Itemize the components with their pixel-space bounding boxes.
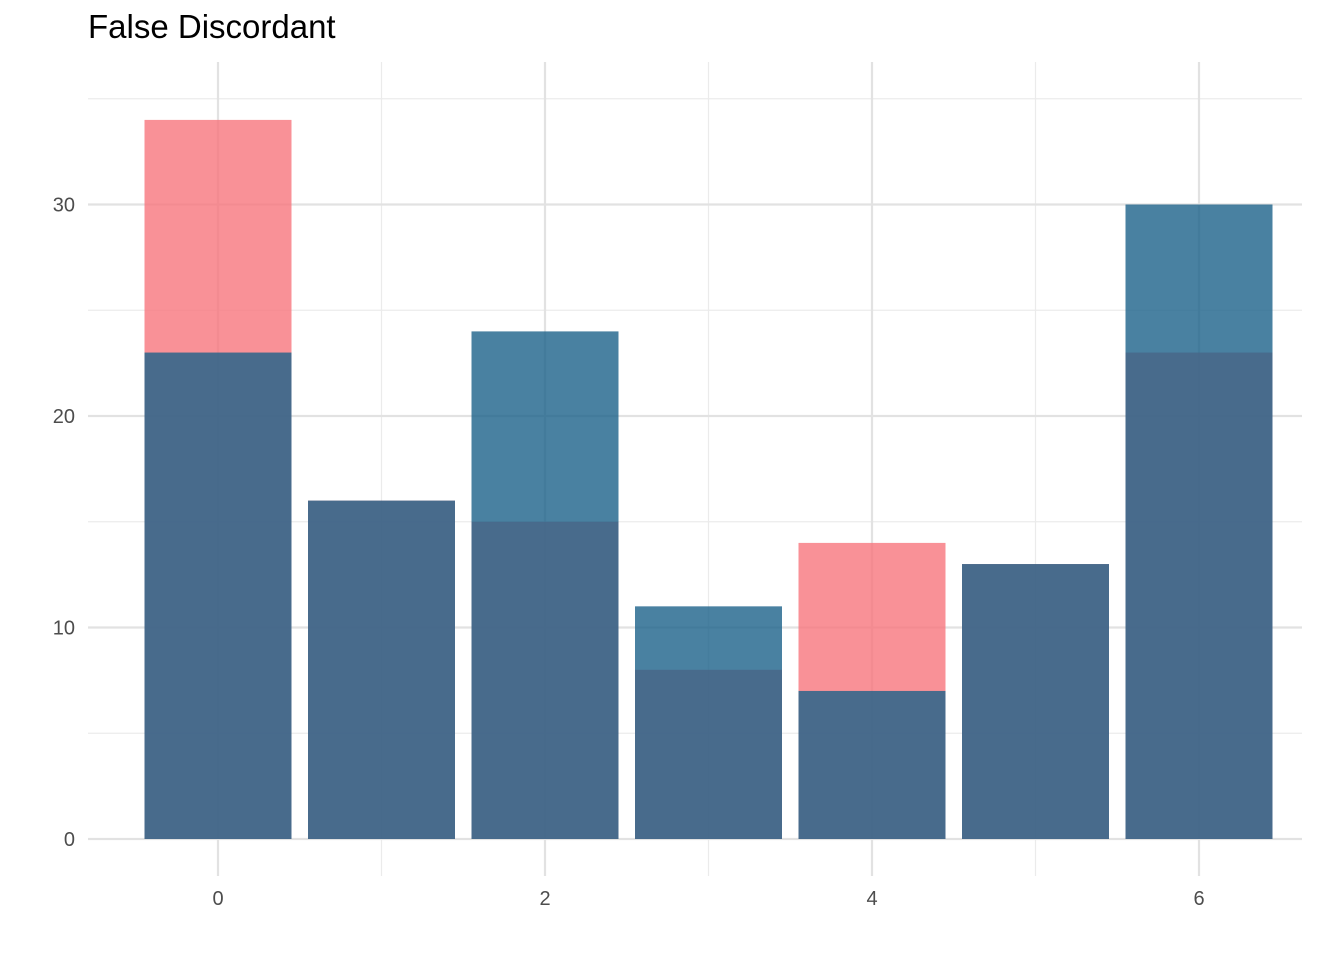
y-axis-tick-labels: 0 10 20 30	[53, 195, 75, 852]
series-b-bars	[144, 204, 1273, 839]
bar-series-2-x5	[962, 564, 1109, 839]
x-axis-tick-labels: 0 2 4 6	[212, 888, 1204, 910]
y-tick-label: 0	[64, 829, 75, 851]
bar-series-2-x4	[798, 690, 946, 839]
bar-series-2-x0	[144, 352, 292, 839]
x-tick-label: 4	[866, 888, 877, 910]
chart-title: False Discordant	[88, 8, 336, 45]
y-tick-label: 10	[53, 618, 75, 640]
bar-series-2-x2	[471, 331, 619, 839]
bar-series-2-x6	[1125, 204, 1273, 839]
x-tick-label: 0	[212, 888, 223, 910]
x-tick-label: 2	[539, 888, 550, 910]
y-tick-label: 30	[53, 195, 75, 217]
bar-series-2-x1	[308, 500, 455, 839]
x-tick-label: 6	[1193, 888, 1204, 910]
bar-series-2-x3	[635, 606, 782, 839]
y-tick-label: 20	[53, 406, 75, 428]
